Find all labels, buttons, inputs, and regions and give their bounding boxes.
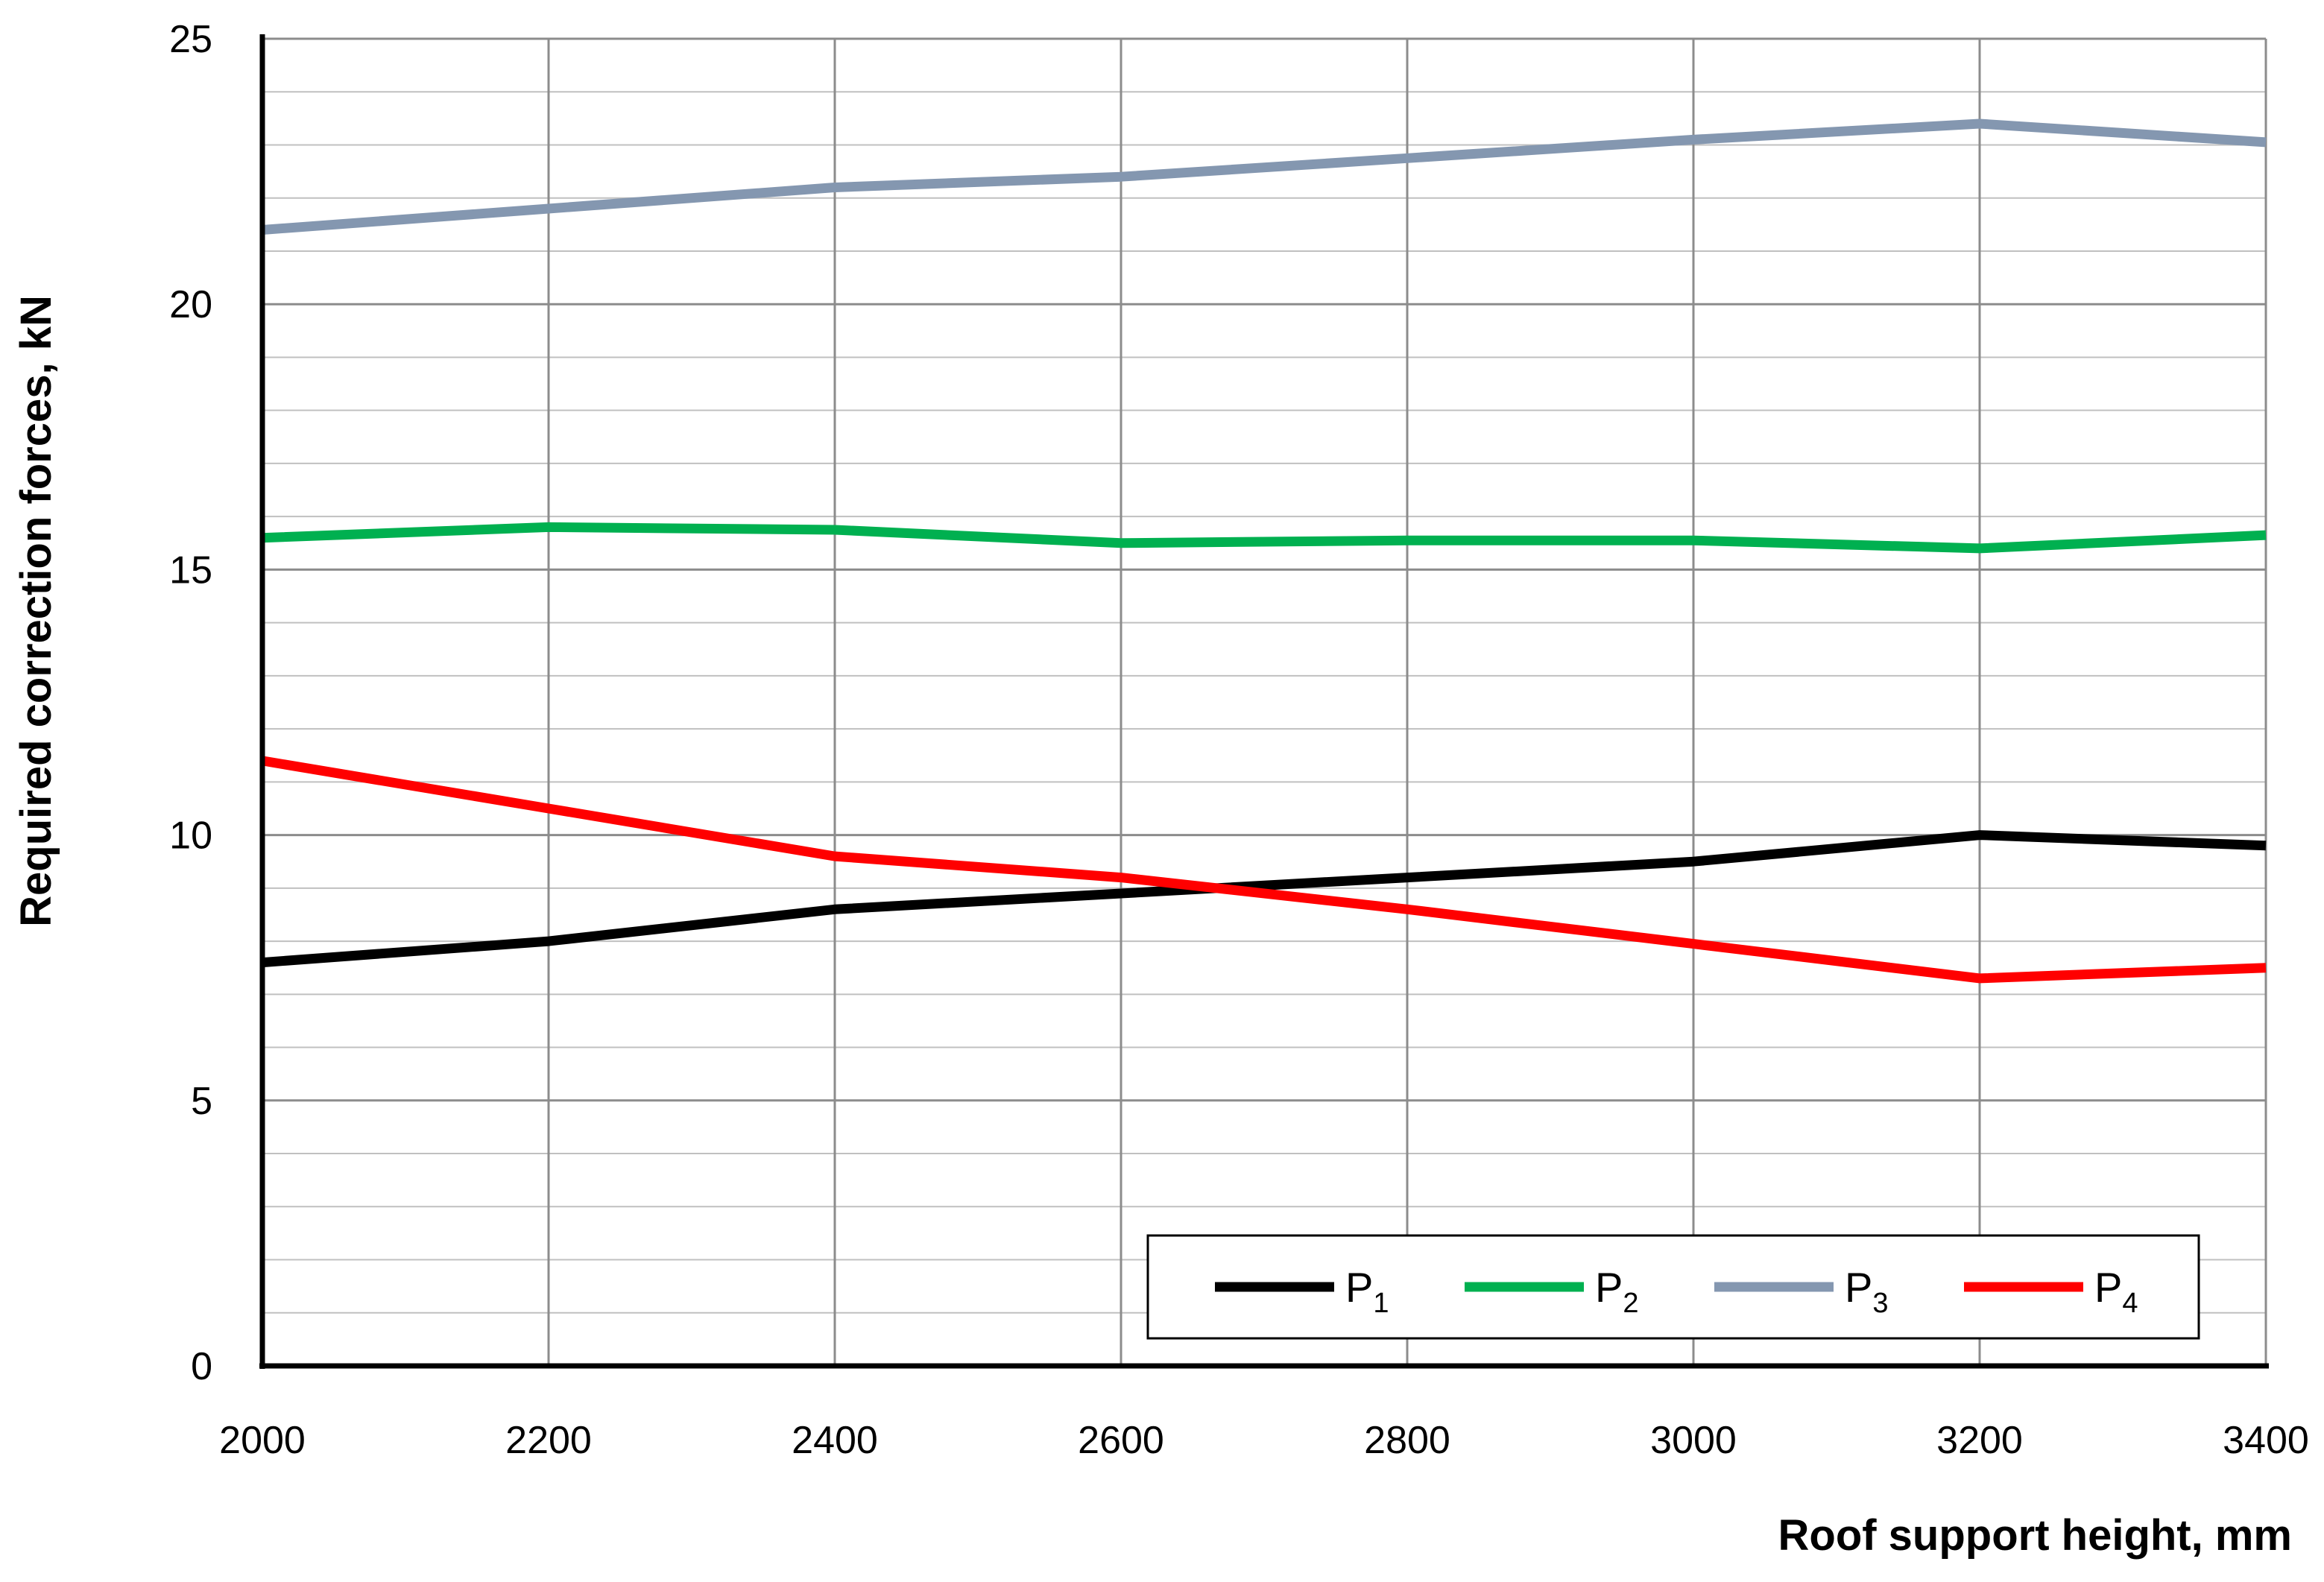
y-tick-label: 5	[191, 1080, 212, 1123]
y-tick-label: 10	[169, 814, 212, 858]
axes	[259, 34, 2269, 1369]
x-axis-title: Roof support height, mm	[1778, 1511, 2293, 1560]
major-gridlines	[262, 37, 2267, 1366]
x-tick-label: 2800	[1364, 1419, 1450, 1462]
series-line-p2	[262, 522, 2267, 554]
legend: P1 P2 P3 P4	[1146, 1234, 2200, 1340]
series-line-p4	[261, 756, 2267, 984]
y-tick-label: 25	[169, 18, 212, 61]
series-line-p3	[262, 118, 2267, 235]
legend-label-p4: P4	[2094, 1264, 2138, 1319]
series-line-p1	[262, 830, 2267, 968]
legend-label-p1: P1	[1345, 1264, 1389, 1319]
tick-labels: 0 5 10 15 20 25 2000 2200 2400 2600 2800 3000 3200 34…	[169, 18, 2309, 1462]
x-tick-label: 3400	[2223, 1419, 2309, 1462]
x-tick-label: 3000	[1650, 1419, 1737, 1462]
legend-label-p2: P2	[1595, 1264, 1639, 1319]
series-lines	[261, 118, 2267, 984]
x-tick-label: 2200	[505, 1419, 592, 1462]
y-tick-label: 0	[191, 1345, 212, 1388]
minor-gridlines	[262, 91, 2266, 1314]
x-tick-label: 3200	[1936, 1419, 2023, 1462]
y-tick-label: 15	[169, 548, 212, 592]
y-axis-title: Required correction forces, kN	[12, 295, 60, 927]
x-tick-label: 2600	[1078, 1419, 1164, 1462]
x-tick-label: 2000	[219, 1419, 306, 1462]
legend-label-p3: P3	[1845, 1264, 1889, 1319]
y-tick-label: 20	[169, 283, 212, 326]
x-tick-label: 2400	[792, 1419, 878, 1462]
